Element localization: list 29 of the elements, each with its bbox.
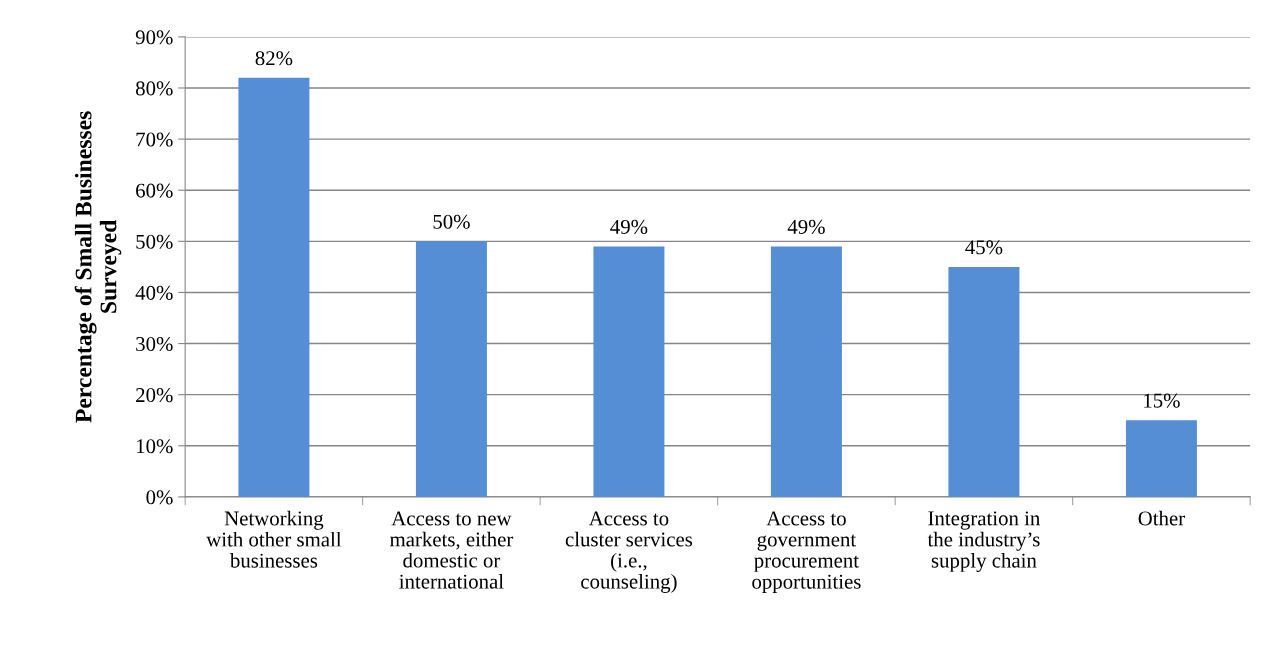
bar — [593, 246, 665, 497]
data-label: 49% — [787, 219, 825, 234]
bar — [770, 246, 842, 497]
x-tick-label: Networking with other small businesses — [206, 510, 342, 568]
x-tick-label: Access to new markets, either domestic or international — [389, 511, 514, 589]
data-label: 82% — [255, 51, 293, 66]
y-tick-label: 50% — [136, 234, 173, 249]
x-tick-label: Access to government procurement opportunities — [752, 511, 861, 593]
data-label: 50% — [433, 214, 470, 229]
y-axis-title: Percentage of Small Businesses Surveyed — [74, 111, 122, 423]
x-tick-label: Integration in the industry’s supply chain — [927, 511, 1041, 572]
x-tick-label: Other — [1138, 510, 1185, 526]
bar — [415, 241, 487, 497]
y-tick-label: 0% — [146, 490, 173, 505]
y-tick-label: 30% — [136, 336, 173, 352]
data-label: 15% — [1144, 393, 1180, 408]
data-label: 49% — [610, 219, 648, 234]
y-tick-label: 70% — [136, 132, 173, 147]
y-tick-label: 90% — [135, 30, 173, 45]
data-label: 45% — [965, 240, 1003, 255]
y-tick-label: 40% — [135, 285, 173, 300]
bar — [948, 266, 1020, 497]
y-tick-label: 10% — [137, 439, 173, 454]
y-tick-label: 60% — [136, 183, 173, 198]
bar — [238, 77, 310, 497]
x-tick-label: Access to cluster services (i.e., counseling) — [565, 511, 693, 593]
bar — [1125, 420, 1197, 497]
y-tick-label: 20% — [136, 388, 173, 403]
y-tick-label: 80% — [135, 81, 173, 96]
